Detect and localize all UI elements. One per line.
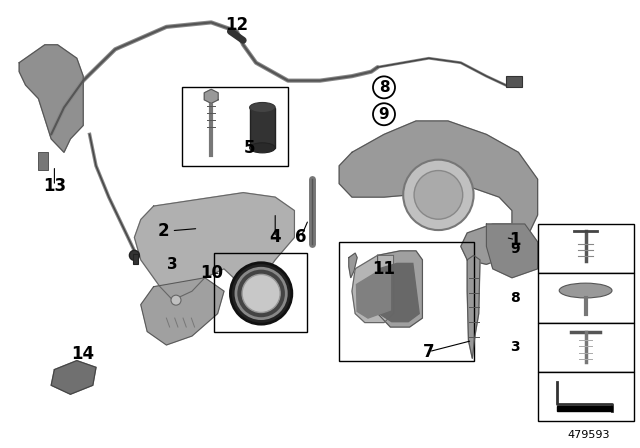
Circle shape — [171, 295, 181, 305]
Text: 5: 5 — [244, 139, 255, 157]
Text: 13: 13 — [43, 177, 66, 195]
Ellipse shape — [250, 143, 275, 153]
Text: 3: 3 — [168, 257, 178, 272]
Text: 6: 6 — [295, 228, 307, 246]
Text: 11: 11 — [372, 260, 396, 278]
Circle shape — [230, 263, 292, 324]
Bar — [250, 108, 275, 148]
Text: 9: 9 — [379, 107, 389, 122]
Bar — [557, 406, 612, 411]
Text: 7: 7 — [423, 343, 435, 361]
Bar — [133, 254, 138, 264]
Text: 10: 10 — [200, 264, 223, 282]
Polygon shape — [19, 45, 83, 152]
Bar — [339, 242, 474, 361]
Circle shape — [403, 159, 474, 230]
Polygon shape — [486, 224, 538, 278]
Polygon shape — [204, 89, 218, 103]
Text: 2: 2 — [157, 222, 169, 240]
Bar — [506, 76, 522, 87]
Text: 479593: 479593 — [568, 430, 610, 439]
Polygon shape — [141, 278, 224, 345]
Polygon shape — [51, 361, 96, 394]
Bar — [538, 224, 634, 273]
Circle shape — [236, 268, 286, 319]
Bar — [538, 323, 634, 372]
Text: 4: 4 — [269, 228, 281, 246]
Bar — [182, 87, 288, 166]
Bar — [38, 152, 48, 170]
Ellipse shape — [559, 283, 612, 298]
Polygon shape — [356, 272, 390, 318]
Polygon shape — [378, 251, 422, 327]
Polygon shape — [339, 121, 538, 264]
Bar — [538, 372, 634, 421]
Text: 8: 8 — [510, 291, 520, 305]
Circle shape — [129, 250, 140, 260]
Text: 1: 1 — [509, 231, 521, 249]
Polygon shape — [352, 255, 394, 323]
Text: 3: 3 — [510, 340, 520, 354]
Bar — [538, 273, 634, 323]
Polygon shape — [467, 255, 480, 358]
Circle shape — [414, 171, 463, 219]
Text: 14: 14 — [72, 345, 95, 363]
Text: 8: 8 — [379, 80, 389, 95]
Text: 9: 9 — [510, 241, 520, 256]
Text: 12: 12 — [225, 16, 248, 34]
Ellipse shape — [250, 103, 275, 112]
Polygon shape — [349, 253, 357, 278]
Polygon shape — [134, 193, 294, 300]
Circle shape — [242, 274, 280, 313]
Bar — [214, 253, 307, 332]
Polygon shape — [379, 263, 419, 322]
